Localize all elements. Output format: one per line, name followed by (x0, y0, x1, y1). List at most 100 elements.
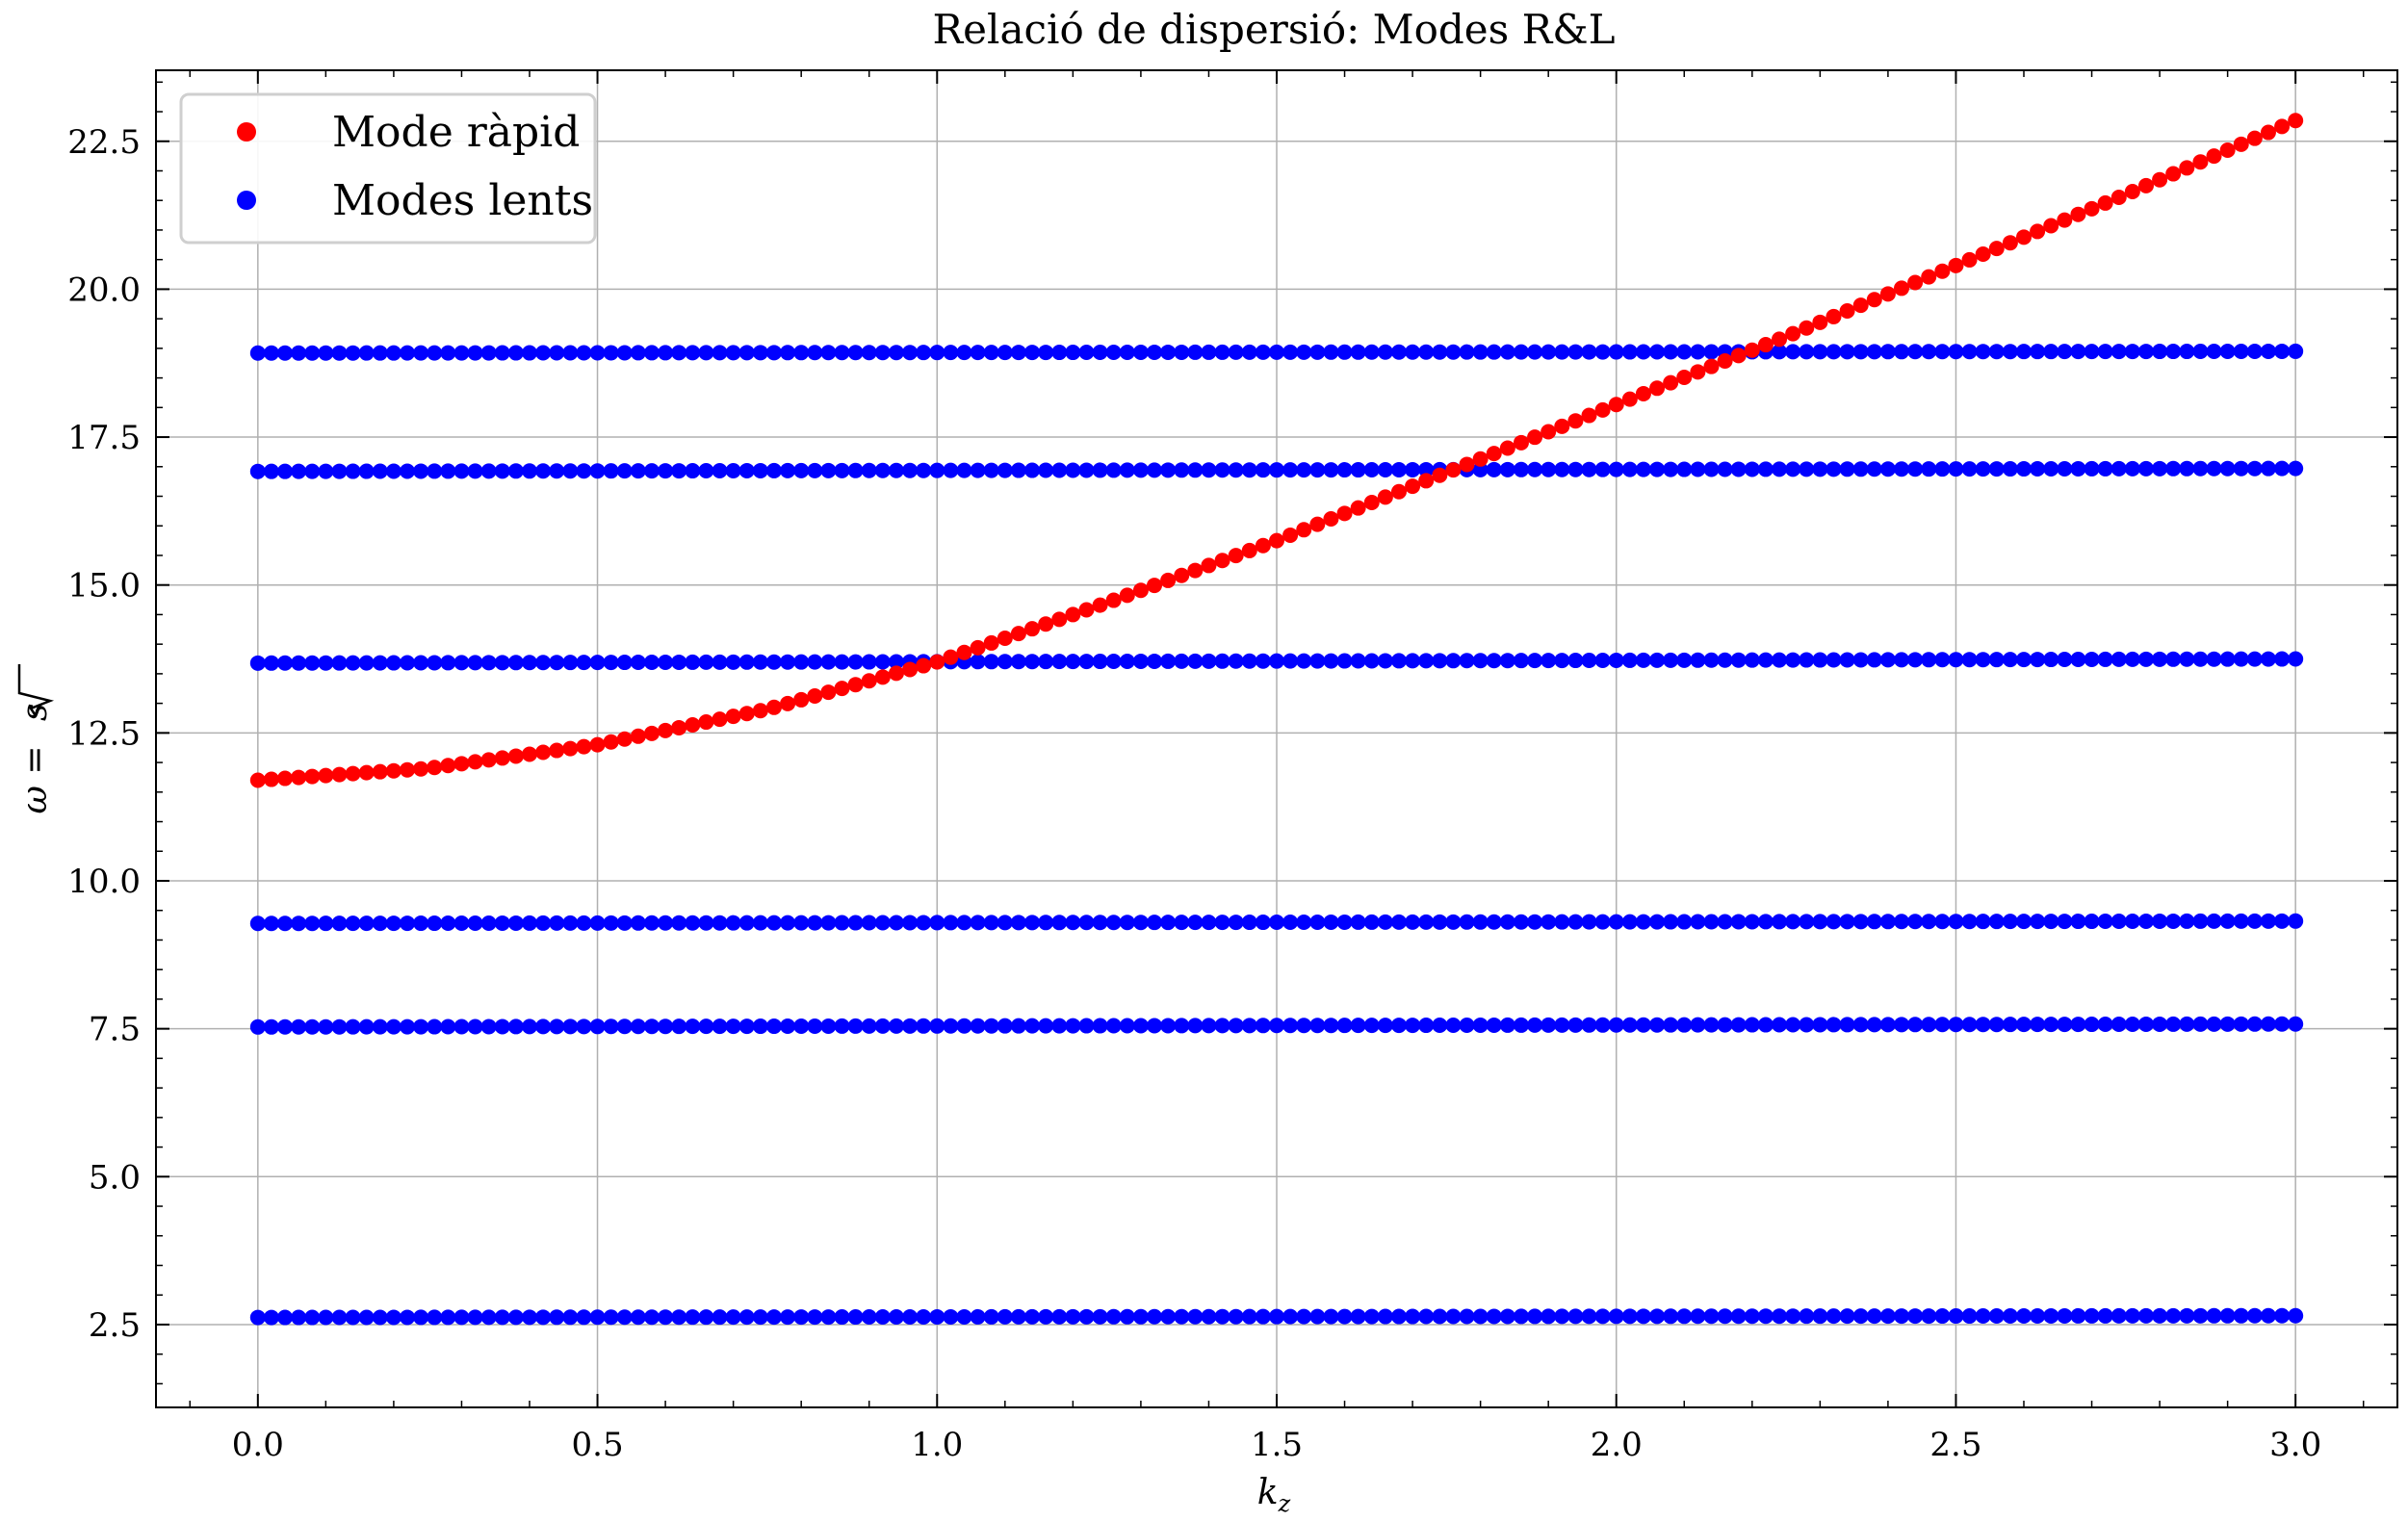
data-point-modes-lents (1785, 652, 1801, 668)
data-point-modes-lents (1405, 1308, 1421, 1325)
data-point-modes-lents (997, 345, 1013, 361)
data-point-modes-lents (1907, 461, 1924, 477)
data-point-modes-lents (1703, 914, 1720, 930)
data-point-modes-lents (2110, 344, 2127, 360)
data-point-modes-lents (400, 463, 416, 479)
data-point-modes-lents (2179, 651, 2195, 667)
data-point-modes-lents (1649, 652, 1666, 668)
data-point-modes-lents (2002, 914, 2018, 930)
data-point-modes-lents (643, 463, 660, 479)
data-point-mode-rapid (603, 734, 619, 750)
data-point-modes-lents (1975, 914, 1991, 930)
data-point-modes-lents (494, 1018, 510, 1035)
data-point-modes-lents (304, 1309, 321, 1326)
plot-area (249, 113, 2304, 1326)
data-point-modes-lents (888, 462, 904, 478)
data-point-modes-lents (2016, 652, 2032, 668)
data-point-modes-lents (1757, 914, 1774, 930)
data-point-modes-lents (1961, 1017, 1978, 1033)
data-point-modes-lents (1825, 461, 1842, 477)
data-point-modes-lents (1377, 914, 1393, 930)
data-point-modes-lents (358, 915, 375, 932)
data-point-mode-rapid (1907, 274, 1924, 291)
data-point-modes-lents (685, 463, 701, 479)
data-point-modes-lents (1934, 461, 1951, 477)
data-point-modes-lents (1214, 1308, 1230, 1325)
data-point-modes-lents (1323, 914, 1339, 930)
data-point-modes-lents (1663, 1308, 1679, 1325)
data-point-mode-rapid (562, 740, 579, 757)
data-point-modes-lents (1772, 1017, 1788, 1033)
data-point-modes-lents (1119, 653, 1135, 669)
data-point-mode-rapid (467, 754, 483, 770)
data-point-modes-lents (1132, 653, 1149, 669)
data-point-modes-lents (712, 463, 728, 479)
data-point-modes-lents (1296, 914, 1312, 930)
data-point-modes-lents (2206, 460, 2222, 477)
data-point-modes-lents (1879, 1308, 1896, 1325)
data-point-modes-lents (1105, 345, 1122, 361)
data-point-mode-rapid (630, 728, 646, 744)
data-point-modes-lents (1309, 344, 1326, 360)
data-point-modes-lents (1241, 915, 1257, 931)
data-point-mode-rapid (847, 677, 864, 693)
data-point-mode-rapid (453, 756, 470, 772)
data-point-modes-lents (1105, 915, 1122, 931)
data-point-modes-lents (603, 915, 619, 931)
data-point-modes-lents (2002, 461, 2018, 477)
data-point-modes-lents (1894, 914, 1910, 930)
data-point-mode-rapid (752, 703, 768, 719)
data-point-modes-lents (1160, 344, 1177, 360)
data-point-mode-rapid (2110, 190, 2127, 206)
data-point-modes-lents (1975, 344, 1991, 360)
data-point-mode-rapid (671, 719, 687, 735)
data-point-mode-rapid (1676, 369, 1693, 385)
data-point-modes-lents (1621, 1017, 1638, 1033)
data-point-mode-rapid (712, 711, 728, 728)
series-modes-lents-branch (249, 460, 2304, 479)
data-point-modes-lents (589, 463, 606, 479)
data-point-modes-lents (1201, 344, 1217, 360)
data-point-modes-lents (2097, 1017, 2113, 1033)
data-point-modes-lents (888, 1018, 904, 1034)
data-point-modes-lents (1866, 1308, 1882, 1325)
data-point-modes-lents (1812, 461, 1828, 477)
data-point-modes-lents (562, 345, 579, 361)
data-point-modes-lents (1119, 915, 1135, 931)
data-point-modes-lents (2260, 1307, 2276, 1324)
data-point-modes-lents (1390, 461, 1407, 477)
data-point-modes-lents (1038, 654, 1054, 670)
data-point-modes-lents (1730, 652, 1747, 668)
data-point-modes-lents (1635, 1308, 1651, 1325)
data-point-modes-lents (576, 1018, 592, 1035)
data-point-modes-lents (400, 1309, 416, 1326)
data-point-modes-lents (2260, 460, 2276, 477)
data-point-modes-lents (943, 345, 959, 361)
data-point-modes-lents (427, 463, 443, 479)
data-point-modes-lents (1255, 653, 1271, 669)
data-point-mode-rapid (2057, 212, 2073, 228)
data-point-mode-rapid (549, 742, 565, 759)
y-axis-label-prefix: ω = (15, 735, 55, 813)
data-point-modes-lents (1336, 344, 1353, 360)
data-point-modes-lents (1921, 652, 1937, 668)
data-point-modes-lents (616, 345, 633, 361)
data-point-modes-lents (1147, 344, 1163, 360)
data-point-mode-rapid (1405, 478, 1421, 495)
data-point-modes-lents (549, 1309, 565, 1326)
data-point-modes-lents (780, 915, 796, 931)
data-point-modes-lents (793, 1309, 810, 1326)
data-point-modes-lents (507, 1309, 524, 1326)
y-tick-label: 20.0 (67, 271, 141, 309)
data-point-modes-lents (793, 915, 810, 931)
data-point-modes-lents (1377, 461, 1393, 477)
data-point-modes-lents (1336, 653, 1353, 669)
data-point-modes-lents (738, 1018, 755, 1035)
series-modes-lents-branch (249, 913, 2304, 932)
data-point-modes-lents (589, 1018, 606, 1035)
data-point-modes-lents (1092, 654, 1108, 670)
data-point-modes-lents (1635, 344, 1651, 360)
data-point-modes-lents (1948, 652, 1964, 668)
data-point-modes-lents (1527, 1017, 1543, 1033)
data-point-modes-lents (1785, 344, 1801, 360)
